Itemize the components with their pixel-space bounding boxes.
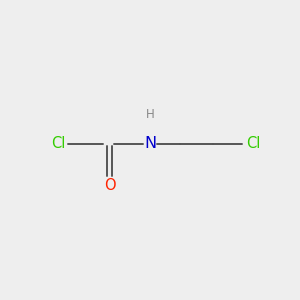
- Text: H: H: [146, 107, 154, 121]
- Text: Cl: Cl: [52, 136, 66, 152]
- Text: N: N: [144, 136, 156, 152]
- Text: Cl: Cl: [246, 136, 260, 152]
- Text: O: O: [104, 178, 115, 194]
